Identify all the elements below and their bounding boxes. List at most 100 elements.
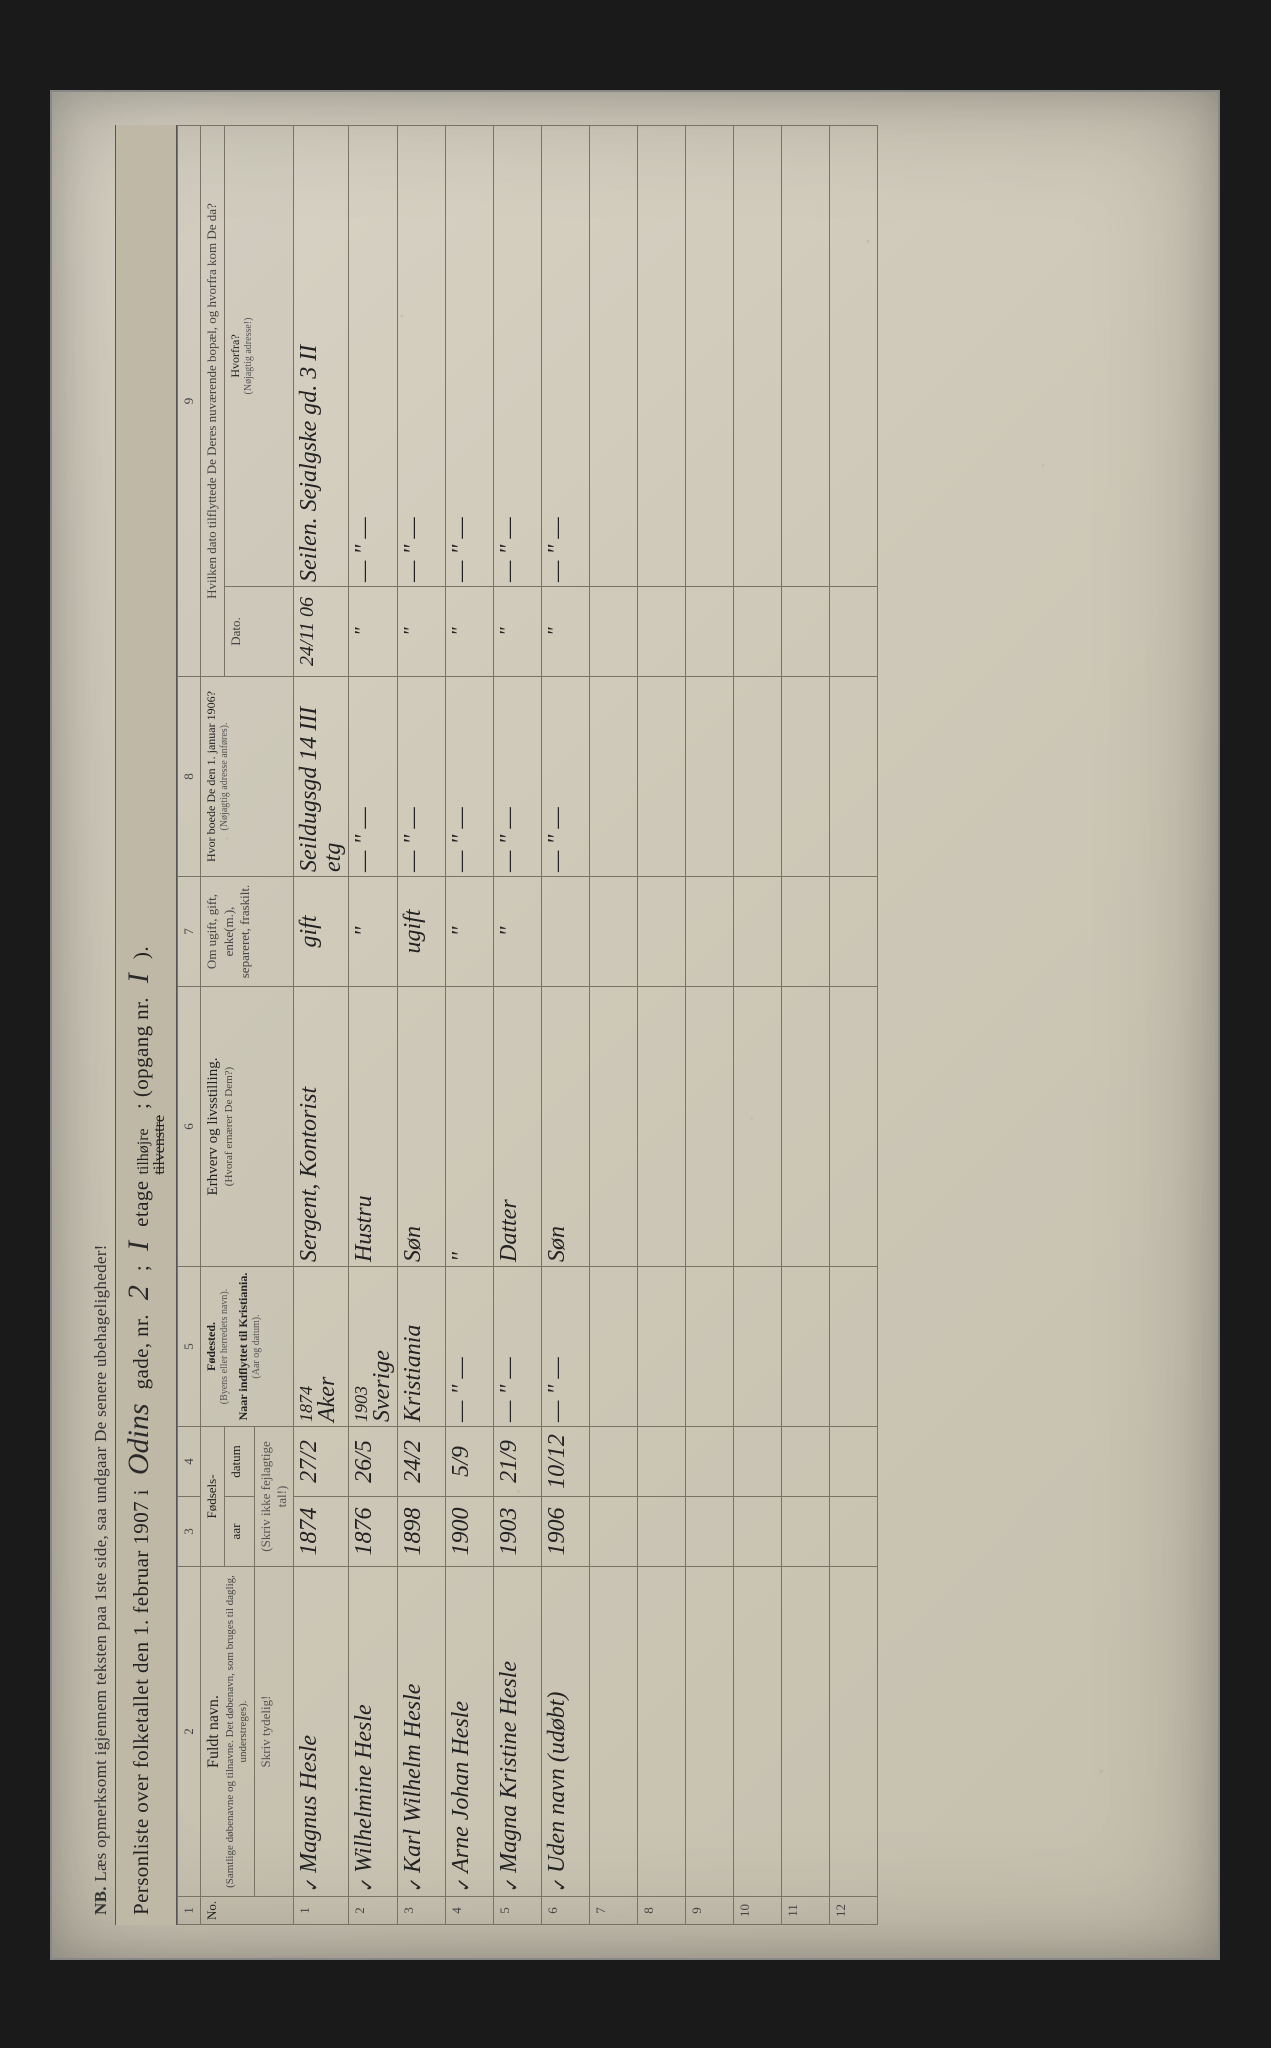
cell-fodested: 1903Sverige (349, 1267, 398, 1427)
colnum-3: 3 (178, 1497, 201, 1567)
cell-fodested: Kristiania (398, 1267, 446, 1427)
cell-civ: ugift (398, 877, 446, 987)
row-num: 8 (638, 1897, 686, 1925)
cell-name: ✓Uden navn (udøbt) (542, 1567, 590, 1897)
cell-empty (782, 126, 830, 587)
cell-empty (590, 1267, 638, 1427)
h-fst-sub: (Byens eller herredets navn). (219, 1271, 232, 1422)
cell-erhverv: Datter (494, 987, 542, 1267)
table-row: 5✓Magna Kristine Hesle190321/9— " —Datte… (494, 126, 542, 1925)
cell-empty (638, 126, 686, 587)
h-hvorfra-t: Hvorfra? (228, 130, 243, 582)
cell-empty (830, 677, 878, 877)
side-bottom: tilvenstre (152, 1115, 168, 1175)
cell-empty (734, 987, 782, 1267)
cell-empty (638, 1427, 686, 1497)
cell-empty (638, 587, 686, 677)
h-dato: Dato. (224, 587, 294, 677)
cell-aar: 1900 (446, 1497, 494, 1567)
cell-hvorfra: — " — (494, 126, 542, 587)
cell-empty (734, 1427, 782, 1497)
cell-fodested: 1874Aker (294, 1267, 349, 1427)
side-stack: tilhøjre tilvenstre (136, 1115, 168, 1175)
cell-empty (830, 1567, 878, 1897)
colnum-9: 9 (178, 126, 201, 677)
cell-civ: " (349, 877, 398, 987)
table-row: 7 (590, 126, 638, 1925)
census-table: 1 2 3 4 5 6 7 8 9 No. Fuldt navn. (Samtl… (177, 125, 878, 1925)
h-fodested: Fødested. (Byens eller herredets navn). … (201, 1267, 294, 1427)
cell-dato: " (446, 587, 494, 677)
h-fodsels: Fødsels- (201, 1427, 224, 1567)
etage-value: I (124, 1233, 154, 1259)
h-no: No. (201, 1897, 294, 1925)
cell-name: ✓Magna Kristine Hesle (494, 1567, 542, 1897)
h-hvor: Hvor boede De den 1. januar 1906? (Nøjag… (201, 677, 294, 877)
cell-empty (686, 1427, 734, 1497)
cell-empty (830, 987, 878, 1267)
cell-datum: 26/5 (349, 1427, 398, 1497)
cell-empty (782, 1267, 830, 1427)
cell-empty (830, 587, 878, 677)
title-row: Personliste over folketallet den 1. febr… (115, 125, 177, 1925)
cell-empty (830, 1497, 878, 1567)
cell-dato: 24/11 06 (294, 587, 349, 677)
cell-empty (590, 126, 638, 587)
h-hvor-t: Hvor boede De den 1. januar 1906? (204, 681, 219, 872)
side-top: tilhøjre (136, 1115, 152, 1175)
header-row-main: No. Fuldt navn. (Samtlige døbenavne og t… (201, 126, 224, 1925)
colnum-row: 1 2 3 4 5 6 7 8 9 (178, 126, 201, 1925)
table-row: 9 (686, 126, 734, 1925)
cell-empty (782, 677, 830, 877)
cell-empty (734, 1267, 782, 1427)
cell-empty (782, 1567, 830, 1897)
cell-fodested: — " — (542, 1267, 590, 1427)
h-erh-sub: (Hvoraf ernærer De Dem?) (223, 991, 236, 1262)
nb-line: NB. Læs opmerksomt igjennem teksten paa … (85, 125, 115, 1925)
cell-empty (686, 587, 734, 677)
cell-empty (734, 587, 782, 677)
table-row: 12 (830, 126, 878, 1925)
street-name: Odins (124, 1395, 154, 1483)
house-nr: 2 (124, 1277, 154, 1308)
cell-empty (734, 126, 782, 587)
cell-empty (590, 987, 638, 1267)
row-num: 2 (349, 1897, 398, 1925)
table-row: 8 (638, 126, 686, 1925)
document-page: NB. Læs opmerksomt igjennem teksten paa … (50, 90, 1220, 1960)
cell-empty (686, 1497, 734, 1567)
cell-hvor: — " — (542, 677, 590, 877)
cell-civ: gift (294, 877, 349, 987)
cell-empty (686, 677, 734, 877)
cell-datum: 27/2 (294, 1427, 349, 1497)
h-hvorfra-sub: (Nøjagtig adresse!) (243, 130, 256, 582)
check-icon: ✓ (455, 1877, 473, 1892)
cell-name: ✓Magnus Hesle (294, 1567, 349, 1897)
cell-empty (590, 677, 638, 877)
row-num: 10 (734, 1897, 782, 1925)
cell-empty (734, 677, 782, 877)
cell-civ (542, 877, 590, 987)
table-row: 11 (782, 126, 830, 1925)
cell-erhverv: " (446, 987, 494, 1267)
cell-hvor: — " — (398, 677, 446, 877)
row-num: 7 (590, 1897, 638, 1925)
h-fst-t: Fødested. (204, 1271, 219, 1422)
title-close: ). (129, 946, 154, 959)
cell-fodested: — " — (494, 1267, 542, 1427)
cell-empty (734, 1567, 782, 1897)
table-row: 3✓Karl Wilhelm Hesle189824/2KristianiaSø… (398, 126, 446, 1925)
cell-hvorfra: — " — (349, 126, 398, 587)
cell-empty (830, 1427, 878, 1497)
colnum-6: 6 (178, 987, 201, 1267)
cell-empty (686, 1267, 734, 1427)
check-icon: ✓ (503, 1877, 521, 1892)
rotated-content: NB. Læs opmerksomt igjennem teksten paa … (85, 125, 1185, 1925)
check-icon: ✓ (303, 1877, 321, 1892)
cell-empty (686, 1567, 734, 1897)
cell-hvor: Seildugsgd 14 III etg (294, 677, 349, 877)
cell-empty (830, 126, 878, 587)
row-num: 1 (294, 1897, 349, 1925)
cell-empty (638, 877, 686, 987)
cell-empty (590, 1567, 638, 1897)
